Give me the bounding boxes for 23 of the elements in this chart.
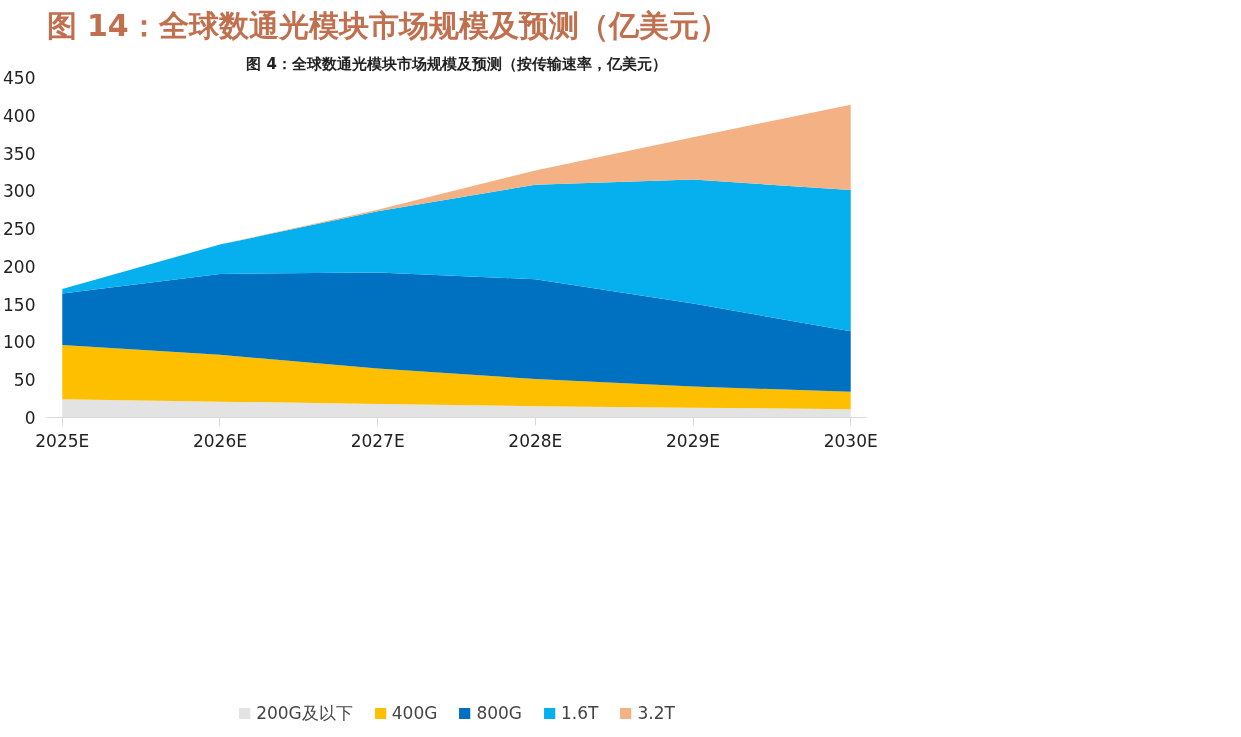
- y-tick-label: 450: [3, 68, 36, 88]
- x-tick-label: 2027E: [350, 430, 405, 451]
- x-tick-label: 2030E: [823, 430, 878, 451]
- legend-label: 1.6T: [561, 703, 599, 723]
- chart-title: 图 14：全球数通光模块市场规模及预测（亿美元）: [46, 7, 729, 43]
- y-tick-label: 250: [3, 219, 36, 240]
- y-tick-label: 100: [3, 332, 36, 353]
- y-tick-label: 400: [3, 105, 36, 126]
- y-tick-label: 350: [3, 143, 36, 164]
- legend-label: 800G: [476, 703, 523, 723]
- y-tick-label: 0: [24, 408, 36, 428]
- x-tick-label: 2026E: [192, 430, 247, 451]
- y-tick-label: 150: [3, 294, 36, 315]
- x-tick-label: 2028E: [508, 430, 563, 451]
- chart-subtitle: 图 4：全球数通光模块市场规模及预测（按传输速率，亿美元）: [246, 54, 667, 73]
- y-tick-label: 200: [3, 256, 36, 277]
- legend-label: 3.2T: [637, 703, 675, 723]
- x-tick-label: 2029E: [666, 430, 721, 451]
- y-tick-label: 50: [13, 370, 36, 391]
- y-tick-label: 300: [3, 181, 36, 202]
- legend-label: 200G及以下: [256, 701, 353, 725]
- legend-label: 400G: [391, 703, 438, 723]
- x-tick-label: 2025E: [35, 430, 90, 451]
